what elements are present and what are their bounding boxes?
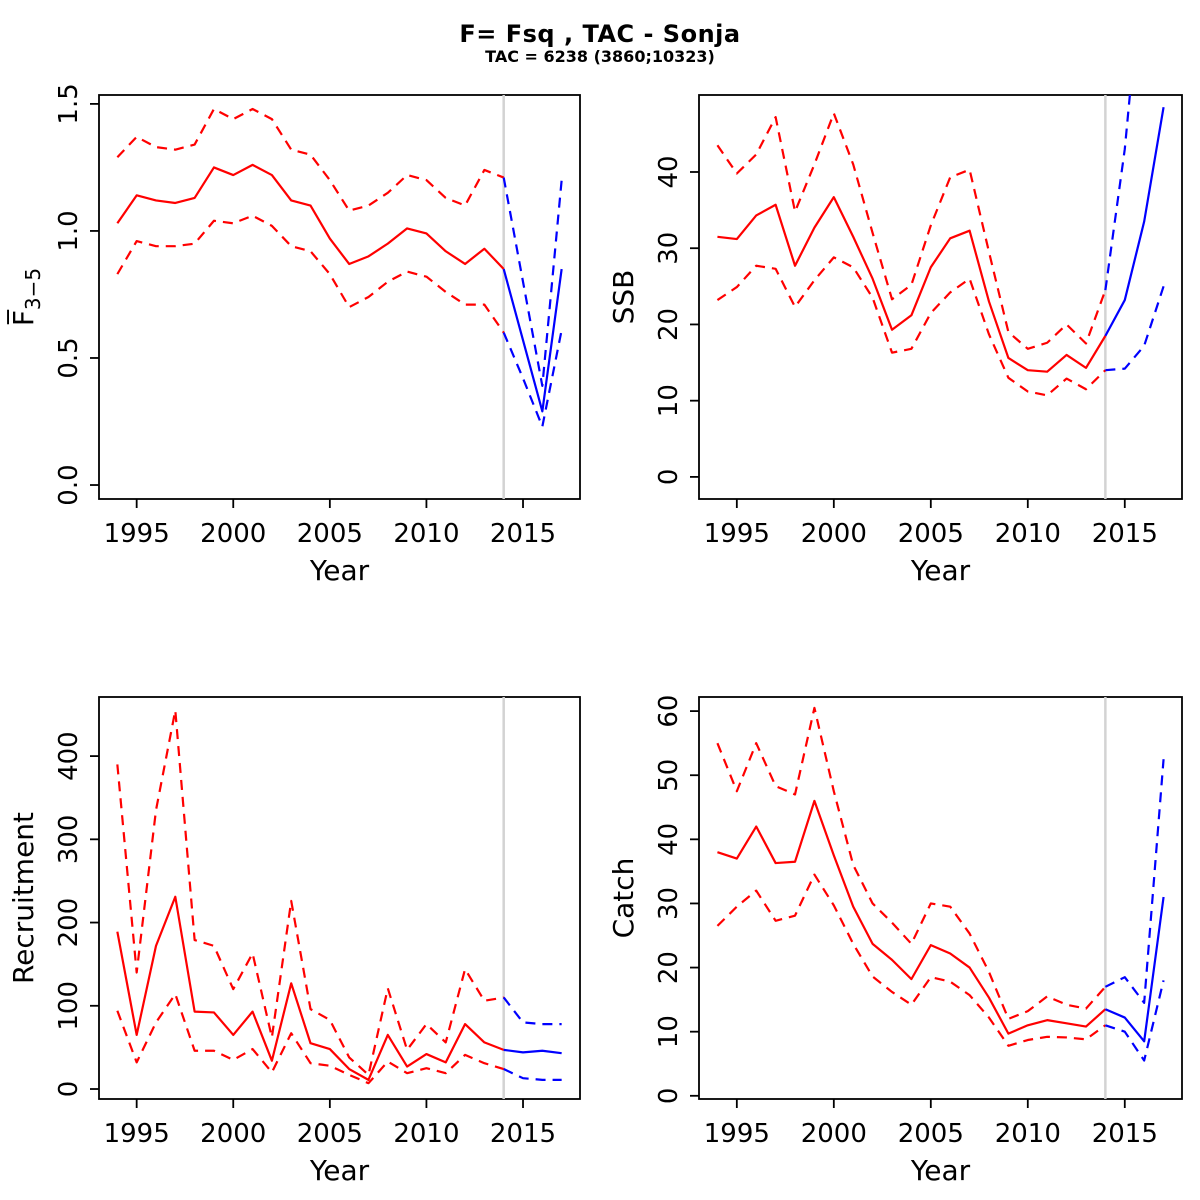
x-tick-label: 1995 [104,1119,170,1149]
x-axis: 1995 2000 2005 2010 2015 [704,1099,1158,1149]
x-tick-label: 2010 [393,519,459,549]
x-tick-label: 2000 [200,519,266,549]
historic-median-line [717,196,1107,373]
x-tick-label: 1995 [104,519,170,549]
historic-upper-line [116,709,504,1076]
y-tick-label: 0 [654,469,684,486]
y-tick-label: 0 [654,1088,684,1105]
forecast-lower-line [1105,980,1165,1062]
historic-upper-line [116,107,505,212]
y-axis-title: Recruitment [7,812,40,984]
x-tick-label: 1995 [704,1119,770,1149]
x-tick-label: 2000 [200,1119,266,1149]
y-tick-label: 1.0 [54,210,84,251]
x-axis-title: Year [910,1154,971,1187]
x-axis: 1995 2000 2005 2010 2015 [104,1099,556,1149]
panel-recruitment: 1995 2000 2005 2010 2015 0 100 200 300 400 Year Rec… [7,696,581,1187]
forecast-upper-line [502,177,563,388]
plot-border [698,94,1183,500]
y-tick-label: 50 [654,759,684,792]
x-tick-label: 2000 [801,1119,867,1149]
y-tick-label: 0 [54,1081,84,1098]
forecast-lower-line [502,329,563,428]
forecast-lower-line [503,1068,562,1081]
y-tick-label: 400 [54,731,84,781]
x-tick-label: 2015 [490,1119,556,1149]
y-axis-title: SSB [607,270,640,325]
y-tick-label: 30 [654,887,684,920]
historic-lower-line [116,993,505,1085]
plot-border [698,696,1183,1100]
y-tick-label: 20 [654,308,684,341]
panel-catch: 1995 2000 2005 2010 2015 0 10 20 30 40 50 60 Year Cat… [607,695,1183,1187]
historic-median-line [116,895,505,1081]
x-tick-label: 1995 [704,519,770,549]
series-group [116,107,563,428]
x-tick-label: 2000 [801,519,867,549]
x-axis-title: Year [309,1154,370,1187]
forecast-median-line [502,268,563,413]
x-axis: 1995 2000 2005 2010 2015 [704,499,1158,549]
x-axis-title: Year [910,554,971,587]
panel-fbar: 1995 2000 2005 2010 2015 0.0 0.5 1.0 1.5 Year F̅3−… [6,83,581,587]
historic-upper-line [716,706,1107,1020]
chart-subtitle: TAC = 6238 (3860;10323) [485,47,715,66]
y-axis: 0 100 200 300 400 [54,731,99,1097]
x-tick-label: 2015 [1092,519,1158,549]
plot-border [98,94,581,500]
y-tick-label: 300 [54,815,84,865]
y-tick-label: 20 [654,951,684,984]
x-tick-label: 2015 [1092,1119,1158,1149]
y-tick-label: 10 [654,384,684,417]
x-axis-title: Year [309,554,370,587]
panel-ssb: 1995 2000 2005 2010 2015 0 10 20 30 40 Year SSB [607,94,1183,587]
y-axis: 0 10 20 30 40 50 60 [654,695,699,1105]
historic-lower-line [716,256,1107,397]
forecast-upper-line [502,996,562,1026]
forecast-upper-line [1104,759,1165,1004]
y-axis-title: F̅3−5 [6,268,45,326]
y-axis-title: Catch [607,858,640,939]
x-tick-label: 2005 [297,519,363,549]
forecast-median-line [1104,107,1165,337]
forecast-median-line [1104,896,1165,1043]
y-tick-label: 0.0 [54,464,84,505]
y-tick-label: 200 [54,898,84,948]
historic-median-line [116,163,505,270]
historic-median-line [717,799,1107,1035]
chart-title: F= Fsq , TAC - Sonja [459,20,741,48]
x-tick-label: 2005 [297,1119,363,1149]
x-axis: 1995 2000 2005 2010 2015 [104,499,556,549]
plot-border [98,696,581,1100]
y-tick-label: 1.5 [54,83,84,124]
series-group [716,95,1165,397]
y-tick-label: 40 [654,155,684,188]
y-tick-label: 100 [54,981,84,1031]
y-axis: 0.0 0.5 1.0 1.5 [54,83,99,506]
y-tick-label: 40 [654,823,684,856]
x-tick-label: 2010 [995,1119,1061,1149]
forecast-upper-line [1104,95,1131,291]
forecast-median-line [503,1048,562,1055]
x-tick-label: 2005 [898,519,964,549]
series-group [116,709,562,1085]
y-tick-label: 10 [654,1015,684,1048]
y-axis: 0 10 20 30 40 [654,155,699,485]
series-group [716,706,1165,1062]
x-tick-label: 2010 [393,1119,459,1149]
x-tick-label: 2010 [995,519,1061,549]
historic-lower-line [716,873,1107,1047]
x-tick-label: 2005 [898,1119,964,1149]
x-tick-label: 2015 [490,519,556,549]
y-tick-label: 60 [654,695,684,728]
y-tick-label: 30 [654,232,684,265]
forecast-lower-line [1105,285,1165,372]
historic-lower-line [116,214,505,334]
y-tick-label: 0.5 [54,337,84,378]
